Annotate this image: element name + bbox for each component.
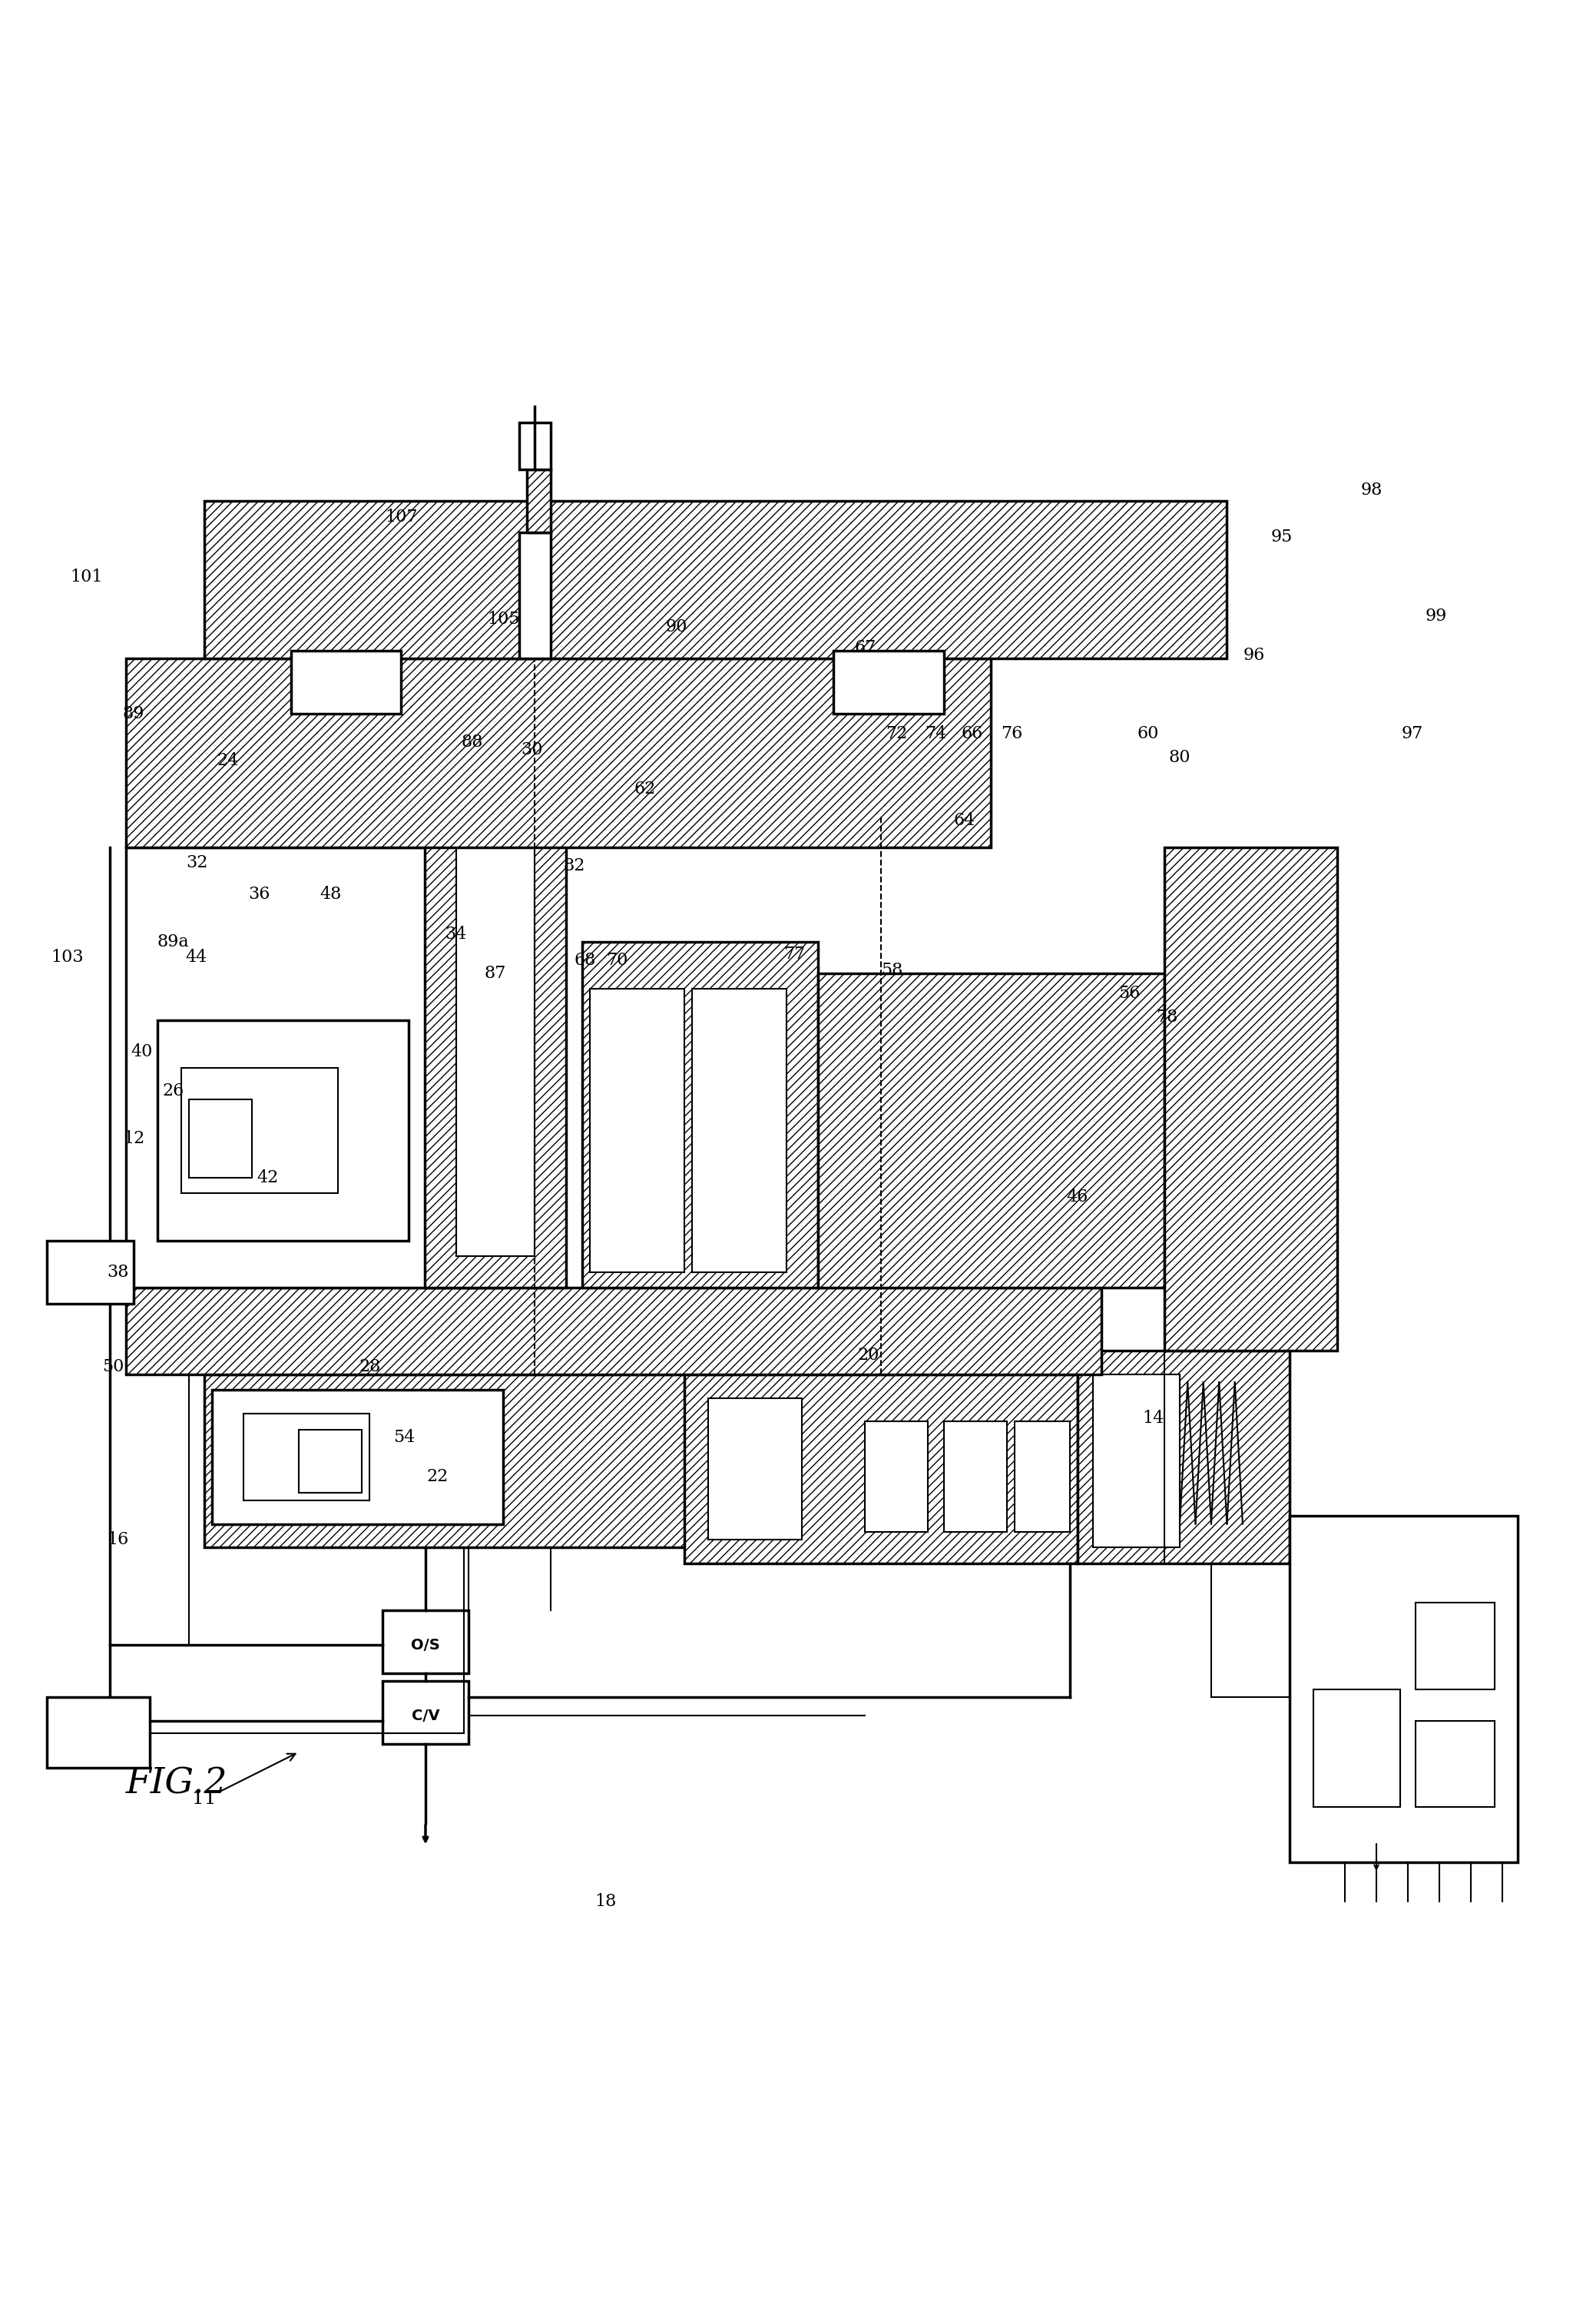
Bar [582,941,818,1287]
Bar [684,1373,1078,1564]
Text: 42: 42 [256,1169,278,1185]
Bar [291,651,401,713]
Bar [456,848,535,1257]
Text: 82: 82 [563,858,585,874]
Text: 97: 97 [1402,725,1424,741]
Bar [189,1099,252,1178]
Bar [1093,1373,1180,1548]
Bar [818,974,1164,1287]
Bar [126,658,991,848]
Text: 72: 72 [886,725,908,741]
Text: 14: 14 [1142,1411,1164,1427]
Text: 56: 56 [1118,985,1140,1002]
Text: 40: 40 [131,1043,153,1060]
Bar [1290,1515,1518,1862]
Text: 101: 101 [71,569,102,586]
Text: 62: 62 [634,781,656,797]
Text: 24: 24 [217,753,239,769]
Text: 105: 105 [488,611,519,627]
Text: 18: 18 [595,1894,617,1910]
Text: 11: 11 [192,1755,296,1808]
Text: 88: 88 [461,734,483,751]
Text: 107: 107 [385,509,417,525]
Bar [126,1287,1101,1373]
Bar [1416,1720,1494,1808]
Text: 87: 87 [484,964,507,981]
Text: 36: 36 [249,885,271,904]
Text: 74: 74 [925,725,947,741]
Bar [1078,1350,1290,1564]
Text: 32: 32 [186,855,208,872]
Text: 70: 70 [606,953,628,969]
Bar [590,990,684,1271]
Bar [204,502,1227,658]
Text: 68: 68 [574,953,596,969]
Text: O/S: O/S [411,1638,440,1652]
Text: 76: 76 [1000,725,1022,741]
Text: 38: 38 [107,1264,129,1281]
Bar [692,990,786,1271]
Bar [527,469,551,532]
Text: 28: 28 [359,1357,381,1376]
Text: 26: 26 [162,1083,184,1099]
Bar [519,532,551,658]
Text: 58: 58 [881,962,903,978]
Text: 66: 66 [961,725,983,741]
Text: 12: 12 [123,1129,145,1146]
Bar [865,1422,928,1532]
Text: 98: 98 [1361,481,1383,500]
Text: 95: 95 [1271,530,1293,546]
Text: 89: 89 [123,704,145,723]
Bar [157,1020,409,1241]
Bar [382,1611,469,1673]
Text: 103: 103 [52,948,83,967]
Bar [204,1373,1148,1548]
Bar [244,1413,370,1501]
Text: 99: 99 [1425,607,1447,625]
Text: 44: 44 [186,948,208,967]
Bar [834,651,944,713]
Bar [126,848,503,1287]
Text: FIG.2: FIG.2 [126,1766,228,1801]
Text: 48: 48 [319,885,341,904]
Text: 64: 64 [953,811,975,830]
Bar [1416,1604,1494,1690]
Bar [47,1697,149,1769]
Text: 46: 46 [1066,1188,1089,1206]
Text: 67: 67 [854,639,876,655]
Bar [212,1390,503,1525]
Text: 60: 60 [1137,725,1159,741]
Text: 54: 54 [393,1429,415,1446]
Text: C/V: C/V [412,1708,439,1722]
Bar [1313,1690,1400,1808]
Bar [708,1399,802,1538]
Text: 77: 77 [783,946,805,962]
Text: 80: 80 [1169,748,1191,767]
Bar [425,816,566,1287]
Text: 20: 20 [857,1348,879,1364]
Text: 90: 90 [665,618,687,634]
Text: 78: 78 [1156,1009,1178,1025]
Text: 96: 96 [1243,646,1265,665]
Text: 89a: 89a [157,934,189,951]
Text: 34: 34 [445,925,467,941]
Bar [944,1422,1007,1532]
Text: 50: 50 [102,1357,124,1376]
Bar [382,1680,469,1743]
Bar [181,1067,338,1195]
Bar [1015,1422,1070,1532]
Bar [299,1429,362,1492]
Text: 22: 22 [426,1469,448,1485]
Text: 30: 30 [521,741,543,758]
Bar [519,423,551,469]
Bar [1164,848,1337,1350]
Bar [47,1241,134,1304]
Text: 16: 16 [107,1532,129,1548]
